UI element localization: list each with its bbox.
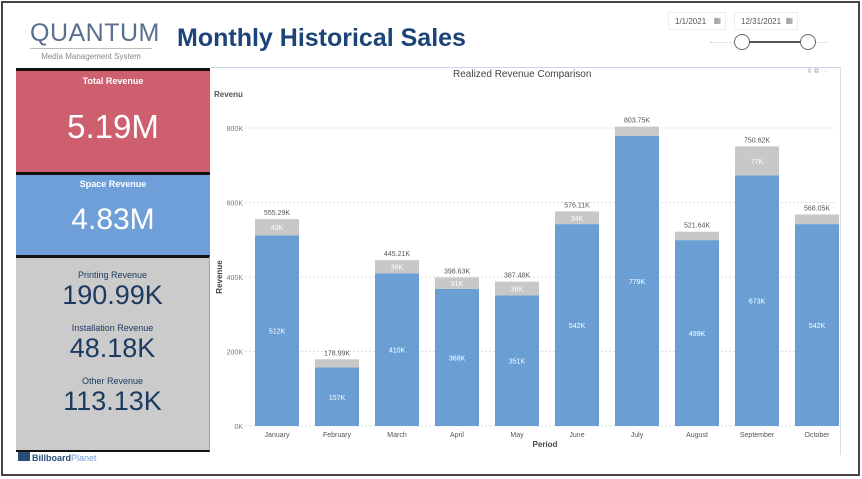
bar-space-revenue <box>735 175 779 426</box>
bar-other-revenue <box>555 211 599 225</box>
bar-segment-label: 36K <box>391 265 404 272</box>
bar-other-revenue <box>315 359 359 368</box>
bar-space-revenue <box>255 235 299 426</box>
x-tick-label: August <box>686 432 708 439</box>
kpi-label: Total Revenue <box>82 76 144 86</box>
y-tick-label: 400K <box>227 275 244 282</box>
kpi-value: 5.19M <box>67 108 159 145</box>
y-tick-label: 600K <box>227 201 244 208</box>
date-slider-range <box>742 41 808 43</box>
slider-handle-end[interactable] <box>800 34 816 50</box>
bar-value-label: 157K <box>329 395 346 402</box>
y-tick-label: 800K <box>227 126 244 133</box>
bar-other-revenue <box>255 219 299 236</box>
x-tick-label: July <box>631 432 644 439</box>
bar-total-label: 555.29K <box>264 210 290 217</box>
bar-value-label: 368K <box>449 355 466 362</box>
bar-other-revenue <box>375 260 419 274</box>
x-tick-label: February <box>323 432 352 439</box>
bar-other-revenue <box>615 126 659 136</box>
bar-other-revenue <box>495 281 539 296</box>
bar-total-label: 398.63K <box>444 269 470 276</box>
x-tick-label: June <box>569 432 584 439</box>
bar-space-revenue <box>615 135 659 426</box>
printing-value: 190.99K <box>62 280 163 310</box>
bar-value-label: 779K <box>629 279 646 286</box>
other-value: 113.13K <box>63 386 162 416</box>
logo-text: QUANTUM <box>30 19 160 49</box>
legend-title: Revenu <box>214 90 243 99</box>
total-revenue-card: Total Revenue 5.19M <box>16 68 210 172</box>
quantum-logo: QUANTUM Media Management System <box>30 19 160 61</box>
bar-value-label: 410K <box>389 348 406 355</box>
end-date-input[interactable]: 12/31/2021 ▦ <box>734 12 798 30</box>
bar-value-label: 499K <box>689 331 706 338</box>
x-tick-label: October <box>805 432 831 439</box>
bar-space-revenue <box>315 367 359 426</box>
bar-space-revenue <box>495 295 539 426</box>
chart-panel <box>211 67 841 455</box>
billboardplanet-logo: BillboardPlanet <box>18 452 97 463</box>
bar-space-revenue <box>795 224 839 426</box>
bar-total-label: 387.48K <box>504 273 530 280</box>
bar-segment-label: 43K <box>271 225 284 232</box>
bar-total-label: 568.05K <box>804 205 830 212</box>
bar-total-label: 803.75K <box>624 118 650 125</box>
brand-b: Planet <box>71 453 97 463</box>
bar-other-revenue <box>795 214 839 225</box>
x-tick-label: March <box>387 432 407 439</box>
slider-handle-start[interactable] <box>734 34 750 50</box>
logo-subtitle: Media Management System <box>41 52 141 61</box>
x-axis-label: Period <box>533 440 558 449</box>
bar-value-label: 512K <box>269 329 286 336</box>
installation-value: 48.18K <box>69 333 156 363</box>
bar-total-label: 178.99K <box>324 350 350 357</box>
kpi-value: 4.83M <box>71 203 155 236</box>
x-tick-label: May <box>510 432 524 439</box>
chart-title: Realized Revenue Comparison <box>453 69 592 80</box>
x-tick-label: April <box>450 432 464 439</box>
installation-label: Installation Revenue <box>71 323 154 333</box>
calendar-icon[interactable]: ▦ <box>785 16 793 25</box>
printing-label: Printing Revenue <box>77 270 148 280</box>
bar-space-revenue <box>435 288 479 426</box>
bar-other-revenue <box>435 277 479 289</box>
calendar-icon[interactable]: ▦ <box>713 16 721 25</box>
other-revenue-card: Printing Revenue 190.99K Installation Re… <box>16 255 210 452</box>
bar-segment-label: 31K <box>451 281 464 288</box>
bar-other-revenue <box>735 146 779 176</box>
bar-space-revenue <box>675 240 719 426</box>
bar-total-label: 445.21K <box>384 251 410 258</box>
bar-segment-label: 36K <box>511 286 524 293</box>
bar-value-label: 351K <box>509 359 526 366</box>
bar-value-label: 542K <box>809 323 826 330</box>
brand-a: Billboard <box>32 453 72 463</box>
bar-space-revenue <box>555 224 599 426</box>
bar-value-label: 542K <box>569 323 586 330</box>
logo-mark-icon <box>18 452 30 461</box>
space-revenue-card: Space Revenue 4.83M <box>16 172 210 255</box>
end-date-value: 12/31/2021 <box>741 17 782 26</box>
start-date-input[interactable]: 1/1/2021 ▦ <box>668 12 726 30</box>
y-tick-label: 200K <box>227 350 244 357</box>
other-label: Other Revenue <box>81 376 144 386</box>
visual-options-icon[interactable]: ⊽ ⧉ ··· <box>807 68 829 75</box>
bar-segment-label: 34K <box>571 216 584 223</box>
bar-space-revenue <box>375 273 419 426</box>
start-date-value: 1/1/2021 <box>675 17 707 26</box>
bar-total-label: 750.62K <box>744 137 770 144</box>
x-tick-label: January <box>265 432 290 439</box>
bar-total-label: 576.11K <box>564 202 590 209</box>
page-title: Monthly Historical Sales <box>177 24 466 52</box>
bar-segment-label: 77K <box>751 159 764 166</box>
bar-other-revenue <box>675 231 719 241</box>
kpi-label: Space Revenue <box>79 179 147 189</box>
bar-total-label: 521.64K <box>684 223 710 230</box>
bar-value-label: 673K <box>749 299 766 306</box>
x-tick-label: September <box>740 432 775 439</box>
y-tick-label: 0K <box>234 424 243 431</box>
y-axis-label: Revenue <box>215 260 224 294</box>
